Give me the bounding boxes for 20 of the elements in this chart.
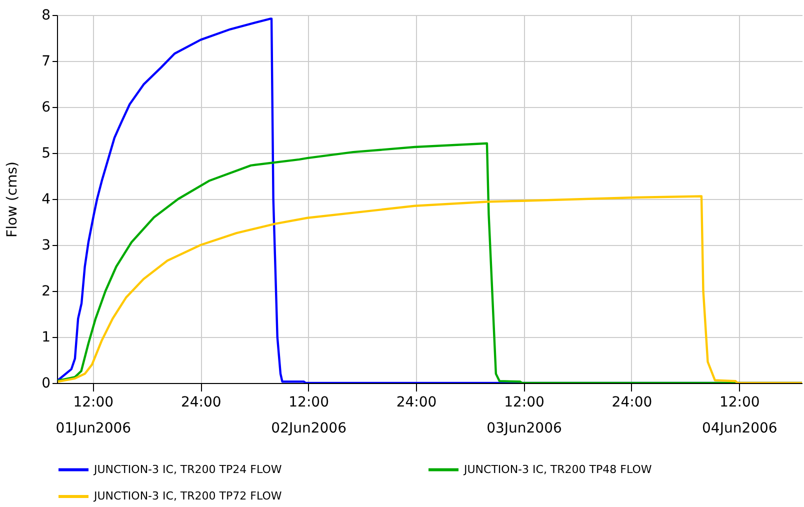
legend-label: JUNCTION-3 IC, TR200 TP72 FLOW (93, 490, 282, 502)
y-tick-label: 2 (42, 284, 50, 300)
y-axis-title: Flow (cms) (4, 162, 21, 238)
x-tick-label: 12:00 01Jun2006 (56, 394, 132, 436)
x-tick-label: 12:00 04Jun2006 (702, 394, 778, 436)
y-tick-label: 6 (42, 100, 51, 116)
y-tick-label: 3 (42, 238, 50, 254)
legend-label: JUNCTION-3 IC, TR200 TP48 FLOW (463, 462, 652, 476)
y-tick-label: 8 (42, 8, 50, 24)
y-tick-label: 1 (42, 330, 50, 346)
y-tick-label: 0 (42, 376, 50, 392)
x-tick-label: 12:00 03Jun2006 (486, 394, 562, 436)
x-tick-label: 24:00 (396, 394, 437, 410)
x-tick-label: 24:00 (180, 394, 222, 410)
x-tick-label: 24:00 (612, 394, 652, 410)
legend-label: JUNCTION-3 IC, TR200 TP24 FLOW (93, 462, 282, 476)
y-tick-label: 5 (42, 146, 50, 162)
x-tick-label: 12:00 02Jun2006 (271, 394, 347, 436)
y-tick-label: 4 (42, 192, 51, 208)
y-tick-label: 7 (42, 54, 50, 70)
